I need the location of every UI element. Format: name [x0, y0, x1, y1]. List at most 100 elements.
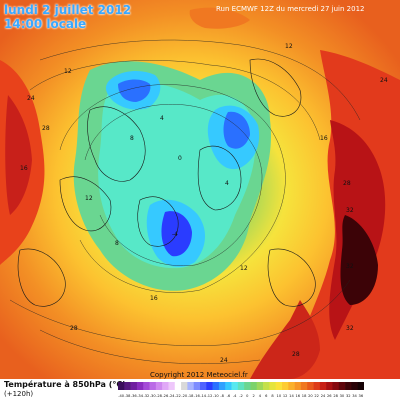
isotherm-label: 24 [380, 77, 388, 84]
scale-swatch [218, 382, 226, 390]
heat-region-south [250, 300, 320, 379]
isotherm-label: 24 [27, 95, 35, 102]
scale-swatch [136, 382, 144, 390]
scale-tick-label: -24 [169, 394, 176, 398]
scale-tick-label: 36 [359, 394, 364, 398]
scale-tick-label: -26 [162, 394, 169, 398]
scale-tick-label: -2 [239, 394, 243, 398]
isotherm-label: 4 [225, 180, 229, 187]
legend-title: Température à 850hPa (°C) [4, 380, 126, 389]
scale-swatch [269, 382, 276, 390]
scale-swatch [212, 382, 220, 390]
forecast-time: 14:00 locale [4, 17, 87, 31]
scale-tick-label: 28 [333, 394, 338, 398]
scale-swatch [143, 382, 150, 390]
copyright-notice: Copyright 2012 Meteociel.fr [150, 371, 248, 379]
scale-swatch [174, 382, 182, 390]
isotherm-label: 12 [85, 195, 93, 202]
isotherm-label: 16 [150, 295, 158, 302]
isotherm-label: 24 [220, 357, 228, 364]
scale-tick-label: -16 [194, 394, 201, 398]
isotherm-label: 16 [320, 135, 328, 142]
scale-tick-label: -34 [137, 394, 144, 398]
scale-swatch [118, 382, 125, 390]
scale-tick-label: 20 [308, 394, 313, 398]
scale-swatch [187, 382, 194, 390]
isotherm-label: 28 [343, 180, 351, 187]
isotherm-label: 28 [292, 351, 300, 358]
scale-tick-label: -22 [175, 394, 181, 398]
scale-swatch [288, 382, 295, 390]
isotherm-label: 0 [178, 155, 182, 162]
scale-swatch [351, 382, 358, 390]
scale-tick-label: 24 [321, 394, 326, 398]
scale-tick-label: 26 [327, 394, 332, 398]
scale-swatch [244, 382, 251, 390]
scale-swatch [206, 382, 213, 390]
isotherm-label: 16 [20, 165, 28, 172]
scale-tick-label: 0 [246, 394, 249, 398]
scale-swatch [225, 382, 232, 390]
scale-tick-label: -4 [233, 394, 237, 398]
heat-region-west-core [5, 95, 32, 215]
scale-tick-label: 8 [271, 394, 274, 398]
isotherm-label: 32 [346, 207, 354, 214]
scale-tick-label: -8 [220, 394, 224, 398]
scale-swatch [300, 382, 308, 390]
scale-tick-label: -28 [156, 394, 163, 398]
scale-swatch [294, 382, 302, 390]
scale-tick-label: -36 [131, 394, 138, 398]
scale-tick-label: -18 [188, 394, 195, 398]
scale-tick-label: 22 [314, 394, 319, 398]
isotherm-labels: 24 28 28 32 32 32 28 24 24 28 12 12 16 1… [20, 43, 388, 364]
model-run-info: Run ECMWF 12Z du mercredi 27 juin 2012 [216, 5, 365, 13]
scale-tick-label: 4 [259, 394, 262, 398]
scale-swatch [149, 382, 157, 390]
isotherm-label: 4 [160, 115, 164, 122]
scale-tick-label: -40 [118, 394, 125, 398]
scale-tick-label: -12 [207, 394, 213, 398]
scale-swatch [237, 382, 245, 390]
scale-swatch [338, 382, 346, 390]
scale-tick-label: -38 [125, 394, 132, 398]
isotherm-label: 28 [70, 325, 78, 332]
scale-swatch [357, 382, 364, 390]
scale-swatch [313, 382, 321, 390]
scale-tick-label: 12 [283, 394, 288, 398]
heat-region-east-extreme [340, 215, 378, 305]
scale-swatch [250, 382, 258, 390]
heat-region-north [189, 7, 250, 29]
scale-swatch [332, 382, 340, 390]
scale-tick-label: -6 [227, 394, 231, 398]
forecast-date: lundi 2 juillet 2012 [4, 3, 132, 17]
scale-swatch [275, 382, 283, 390]
scale-tick-label: 10 [277, 394, 282, 398]
scale-swatch [231, 382, 239, 390]
scale-swatch [181, 382, 188, 390]
scale-tick-label: 34 [352, 394, 357, 398]
scale-tick-label: 14 [289, 394, 294, 398]
scale-tick-label: 2 [252, 394, 254, 398]
scale-swatch [345, 382, 352, 390]
isotherm-label: 12 [285, 43, 293, 50]
isotherm-label: 32 [346, 325, 354, 332]
scale-tick-label: -10 [213, 394, 220, 398]
isotherm-label: -4 [172, 231, 178, 238]
scale-tick-label: -14 [200, 394, 207, 398]
cold-pool-north-core [118, 79, 151, 102]
scale-tick-label: 16 [295, 394, 300, 398]
scale-swatch [200, 382, 207, 390]
scale-tick-label: 6 [265, 394, 268, 398]
scale-tick-label: 30 [340, 394, 345, 398]
scale-swatch [130, 382, 138, 390]
scale-swatch [168, 382, 176, 390]
scale-swatch [193, 382, 201, 390]
isotherm-label: 32 [346, 263, 354, 270]
scale-swatch [319, 382, 327, 390]
scale-swatch [326, 382, 333, 390]
coastlines [17, 58, 316, 307]
isotherm-label: 28 [42, 125, 50, 132]
isotherm-label: 8 [115, 240, 119, 247]
scale-swatch [282, 382, 289, 390]
scale-tick-label: -20 [181, 394, 188, 398]
